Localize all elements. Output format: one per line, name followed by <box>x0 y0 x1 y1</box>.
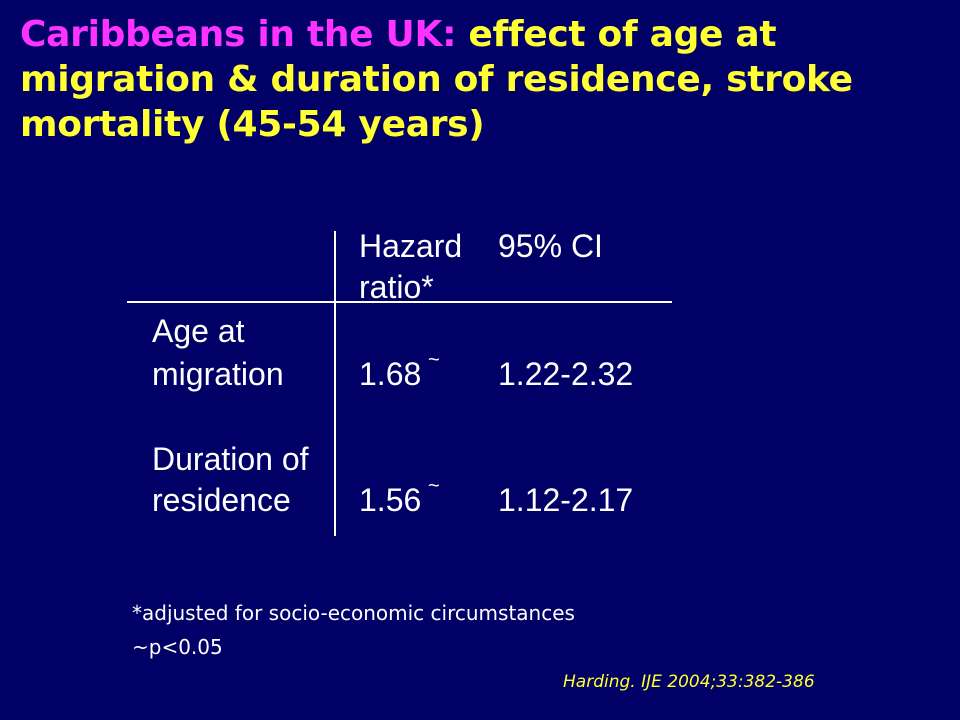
slide-title-lead: Caribbeans in the UK: <box>20 14 457 55</box>
header-hazard-ratio-line2: ratio* <box>359 269 434 305</box>
table-vertical-divider <box>334 231 336 536</box>
slide-title: Caribbeans in the UK: effect of age at m… <box>20 12 940 147</box>
row-duration-ci: 1.12-2.17 <box>498 482 634 518</box>
header-95-ci: 95% CI <box>498 228 603 264</box>
row-duration-hazard-ratio: 1.56 <box>359 482 422 518</box>
row-age-significance-mark: ~ <box>428 349 440 371</box>
row-duration-label-line2: residence <box>152 482 291 518</box>
row-age-label-line2: migration <box>152 356 284 392</box>
row-age-hazard-ratio: 1.68 <box>359 356 422 392</box>
row-duration-label-line1: Duration of <box>152 441 309 477</box>
footnote-adjusted: *adjusted for socio-economic circumstanc… <box>132 601 575 625</box>
row-duration-significance-mark: ~ <box>428 475 440 497</box>
table-header-divider <box>127 301 672 303</box>
row-age-label-line1: Age at <box>152 313 245 349</box>
citation: Harding. IJE 2004;33:382-386 <box>563 672 815 692</box>
slide-title-rest: effect of age at migration & duration of… <box>20 14 853 145</box>
header-hazard-ratio-line1: Hazard <box>359 228 463 264</box>
footnote-significance: ~p<0.05 <box>132 635 223 659</box>
row-age-ci: 1.22-2.32 <box>498 356 634 392</box>
